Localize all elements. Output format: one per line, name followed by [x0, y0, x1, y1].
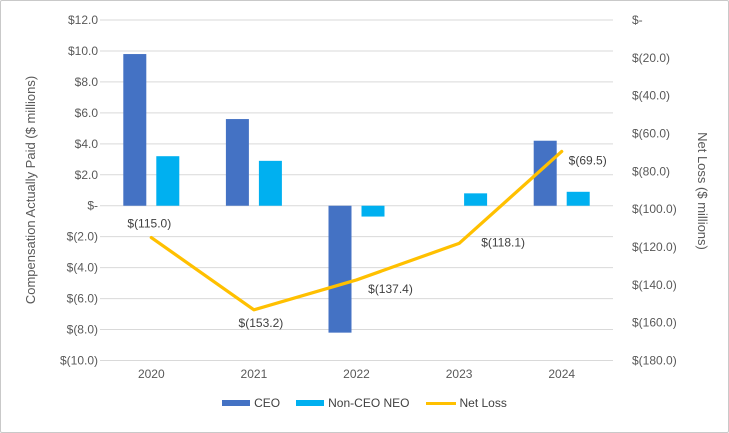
- right-axis-tick: $(60.0): [632, 127, 670, 141]
- net-loss-series-swatch: [425, 401, 456, 405]
- x-axis-label: 2024: [548, 367, 575, 381]
- bar-non-ceo-neo-2020: [156, 156, 180, 206]
- left-axis-tick: $10.0: [68, 44, 98, 58]
- bar-ceo-2024: [533, 140, 557, 206]
- x-axis-label: 2023: [446, 367, 473, 381]
- net-loss-data-label: $(69.5): [569, 153, 607, 167]
- right-axis-tick: $-: [632, 13, 643, 27]
- bar-ceo-2021: [225, 119, 249, 206]
- left-axis-tick: $2.0: [75, 168, 99, 182]
- bar-ceo-2020: [123, 54, 147, 206]
- bar-non-ceo-neo-2022: [361, 205, 385, 217]
- left-axis-tick: $(8.0): [67, 323, 98, 337]
- net-loss-line: [149, 149, 564, 312]
- bar-ceo-2022: [328, 205, 352, 333]
- left-axis-tick: $(4.0): [67, 261, 98, 275]
- left-axis-tick: $(10.0): [60, 354, 98, 368]
- legend-item-net-loss: Net Loss: [425, 396, 507, 410]
- legend-item-ceo: CEO: [222, 396, 280, 410]
- bar-non-ceo-neo-2023: [464, 193, 488, 206]
- bar-non-ceo-neo-2024: [566, 191, 590, 206]
- non-ceo-neo-legend-label: Non-CEO NEO: [328, 396, 410, 410]
- net-loss-data-label: $(118.1): [481, 235, 525, 249]
- left-axis-tick: $8.0: [75, 75, 99, 89]
- net-loss-legend-label: Net Loss: [459, 396, 507, 410]
- left-axis-tick: $(2.0): [67, 230, 98, 244]
- legend: CEO Non-CEO NEO Net Loss: [1, 396, 728, 410]
- net-loss-data-label: $(137.4): [368, 282, 413, 296]
- left-axis-tick: $4.0: [75, 137, 99, 151]
- ceo-legend-label: CEO: [254, 396, 281, 410]
- x-axis-label: 2021: [241, 367, 268, 381]
- ceo-series-swatch: [222, 400, 251, 406]
- x-axis-label: 2022: [343, 367, 370, 381]
- right-axis-tick: $(40.0): [632, 89, 670, 103]
- left-axis-tick: $6.0: [75, 106, 99, 120]
- net-loss-data-label: $(115.0): [127, 217, 171, 231]
- legend-item-non-ceo-neo: Non-CEO NEO: [296, 396, 410, 410]
- non-ceo-neo-series-swatch: [296, 400, 325, 406]
- left-axis-tick: $(6.0): [67, 292, 98, 306]
- bar-non-ceo-neo-2021: [258, 160, 282, 206]
- right-axis-tick: $(100.0): [632, 202, 677, 216]
- left-axis-tick: $12.0: [68, 13, 98, 27]
- right-axis-tick: $(160.0): [632, 316, 677, 330]
- right-axis-tick: $(180.0): [632, 354, 677, 368]
- right-axis-tick: $(20.0): [632, 51, 670, 65]
- x-axis-label: 2020: [138, 367, 165, 381]
- right-axis-tick: $(120.0): [632, 240, 677, 254]
- right-axis-tick: $(80.0): [632, 164, 670, 178]
- right-axis-tick: $(140.0): [632, 278, 677, 292]
- net-loss-data-label: $(153.2): [239, 316, 284, 330]
- left-axis-tick: $-: [87, 199, 98, 213]
